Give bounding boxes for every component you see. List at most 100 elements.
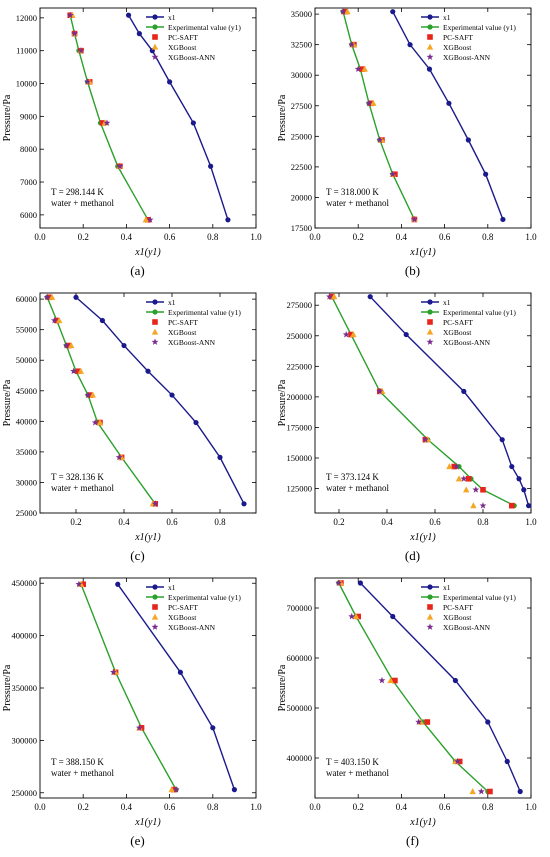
data-point-pcsaft (87, 392, 94, 398)
x-tick-label: 0.0 (309, 802, 321, 812)
data-point-x1 (210, 725, 216, 731)
legend-entry-x1: x1 (146, 298, 176, 307)
data-point-xgb (446, 463, 453, 470)
y-tick-label: 350000 (12, 683, 38, 693)
chart-panel-c: 0.2 0.4 0.6 0.8 25000 30000 35000 40000 45000 500… (0, 285, 275, 570)
data-point-x1 (452, 677, 458, 684)
y-tick-label: 50000 (16, 355, 37, 365)
legend-entry-x1: x1 (146, 13, 176, 22)
data-point-xgbann (348, 612, 356, 620)
data-point-xgb (463, 486, 470, 493)
data-point-x1 (517, 788, 523, 795)
legend-label: XGBoost-ANN (443, 623, 491, 632)
data-point-xgbann (339, 8, 347, 15)
data-point-pcsaft (480, 486, 486, 493)
y-axis-label: Pressure/Pa (277, 664, 288, 711)
legend-entry-exp: Experimental value (y1) (146, 23, 241, 32)
y-tick-label: 22500 (291, 162, 312, 172)
annotation-system: water + methanol (326, 768, 390, 778)
data-point-xgbann (146, 216, 154, 223)
series-x1 (390, 9, 506, 223)
data-point-xgb (344, 8, 351, 15)
data-point-pcsaft (54, 317, 60, 324)
legend-marker (427, 319, 433, 325)
legend-label: XGBoost (168, 613, 197, 622)
legend-marker (151, 623, 159, 630)
y-tick-label: 175000 (287, 422, 313, 432)
x-axis-label: x1(y1) (134, 247, 161, 258)
data-point-xgbann (172, 786, 180, 793)
series-xgbann (339, 8, 418, 223)
y-tick-label: 10000 (16, 79, 37, 89)
data-point-xgbann (376, 387, 384, 395)
x-tick-label: 0.2 (353, 802, 364, 812)
legend-marker (152, 14, 158, 20)
data-point-xgbann (477, 787, 485, 795)
x-tick-label: 1.0 (525, 517, 537, 527)
data-point-xgbann (75, 580, 83, 588)
x-tick-label: 0.4 (396, 232, 408, 242)
legend-marker (152, 604, 158, 610)
legend-marker (426, 613, 434, 620)
x-tick-label: 0.8 (482, 232, 494, 242)
chart-panel-b: 0.0 0.2 0.4 0.6 0.8 1.0 17500 20000 22500 25000 27… (275, 0, 550, 285)
legend-marker (151, 43, 159, 50)
data-point-x1 (190, 120, 196, 126)
legend-marker (426, 53, 434, 60)
y-tick-label: 17500 (291, 223, 312, 233)
legend-marker (427, 34, 433, 40)
data-point-xgb (370, 99, 377, 106)
legend-marker (151, 328, 159, 335)
legend-label: PC-SAFT (168, 33, 198, 42)
y-tick-label: 12000 (16, 13, 37, 23)
x-tick-label: 1.0 (250, 802, 262, 812)
legend-label: PC-SAFT (443, 33, 473, 42)
data-point-x1 (99, 317, 105, 324)
data-point-xgbann (410, 215, 418, 223)
data-point-xgbann (354, 65, 362, 73)
y-tick-label: 150000 (287, 453, 313, 463)
y-tick-label: 275000 (287, 300, 313, 310)
legend-entry-x1: x1 (421, 13, 451, 22)
legend-label: Experimental value (y1) (443, 23, 516, 32)
y-tick-label: 250000 (287, 331, 313, 341)
data-point-x1 (500, 216, 506, 223)
x-tick-label: 0.8 (477, 517, 489, 527)
y-tick-label: 500000 (287, 703, 313, 713)
x-tick-label: 1.0 (525, 802, 537, 812)
y-tick-label: 30000 (291, 70, 312, 80)
legend-marker (151, 338, 159, 345)
legend-marker (427, 584, 433, 590)
plot-frame-d (314, 292, 532, 514)
data-point-pcsaft (342, 8, 349, 15)
legend-label: Experimental value (y1) (443, 593, 516, 602)
x-axis-label: x1(y1) (409, 532, 436, 543)
x-tick-label: 0.2 (70, 517, 81, 527)
legend-label: x1 (443, 583, 451, 592)
data-point-x1 (121, 342, 127, 349)
data-point-x1 (357, 580, 363, 586)
legend-label: x1 (443, 13, 451, 22)
data-point-xgb (361, 65, 368, 72)
data-point-xgbann (376, 136, 384, 143)
annotation-temperature: T = 298.144 K (51, 187, 104, 197)
legend-label: XGBoost (443, 43, 472, 52)
legend-label: XGBoost-ANN (443, 338, 491, 347)
data-point-xgbann (365, 99, 373, 107)
series-line-x1 (75, 296, 245, 505)
y-tick-label: 225000 (287, 361, 313, 371)
data-point-pcsaft (75, 368, 82, 375)
legend-entry-xgbann: XGBoost-ANN (151, 338, 216, 347)
y-axis-label: Pressure/Pa (277, 94, 288, 141)
x-tick-label: 0.6 (166, 517, 178, 527)
data-point-pcsaft (138, 725, 145, 731)
series-line-exp (46, 297, 156, 505)
legend-label: PC-SAFT (168, 318, 198, 327)
data-point-xgbann (454, 757, 461, 765)
chart-d: 0.2 0.4 0.6 0.8 1.0 125000 150000 175000 200000 2… (277, 292, 537, 543)
series-xgbann (75, 580, 180, 793)
data-point-pcsaft (329, 293, 335, 300)
panel-label-d: (d) (404, 548, 421, 563)
plot-frame-c (39, 292, 257, 514)
